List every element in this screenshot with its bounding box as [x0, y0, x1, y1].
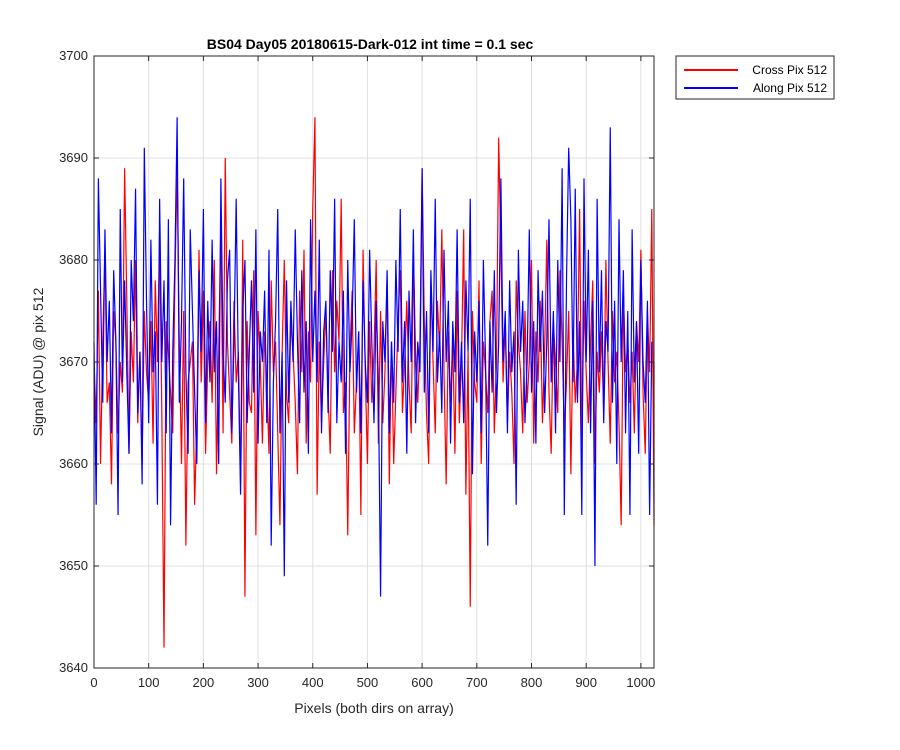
x-tick-label: 400 — [302, 675, 324, 690]
series-layer — [93, 117, 655, 648]
x-axis-label: Pixels (both dirs on array) — [294, 700, 454, 716]
along-pix-series-line — [93, 117, 653, 597]
legend: Cross Pix 512 Along Pix 512 — [675, 55, 835, 100]
x-tick-label: 200 — [193, 675, 215, 690]
y-axis-label: Signal (ADU) @ pix 512 — [30, 287, 46, 436]
y-tick-label: 3700 — [59, 48, 88, 63]
y-tick-label: 3680 — [59, 252, 88, 267]
cross-pix-series-line — [93, 117, 655, 648]
x-tick-label: 800 — [521, 675, 543, 690]
x-tick-label: 700 — [466, 675, 488, 690]
x-tick-label: 900 — [575, 675, 597, 690]
y-tick-label: 3690 — [59, 150, 88, 165]
legend-label-along: Along Pix 512 — [753, 81, 827, 95]
x-tick-label: 300 — [247, 675, 269, 690]
x-tick-label: 0 — [90, 675, 97, 690]
x-tick-label: 500 — [357, 675, 379, 690]
x-tick-label: 100 — [138, 675, 160, 690]
legend-label-cross: Cross Pix 512 — [752, 63, 827, 77]
y-tick-label: 3650 — [59, 558, 88, 573]
chart-title: BS04 Day05 20180615-Dark-012 int time = … — [207, 36, 534, 52]
x-tick-label: 600 — [411, 675, 433, 690]
y-tick-label: 3660 — [59, 456, 88, 471]
ticks: 0 100 200 300 400 500 600 700 800 900 1000 3640 3650… — [59, 48, 655, 690]
x-tick-label: 1000 — [626, 675, 655, 690]
legend-box — [675, 55, 835, 100]
y-tick-label: 3640 — [59, 660, 88, 675]
y-tick-label: 3670 — [59, 354, 88, 369]
